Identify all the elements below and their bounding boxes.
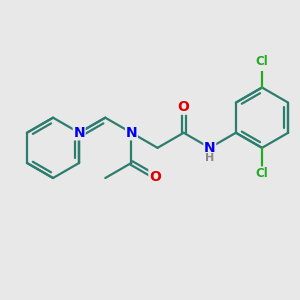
Text: N: N xyxy=(74,126,85,140)
Text: N: N xyxy=(204,141,216,155)
Text: O: O xyxy=(178,100,190,114)
Text: Cl: Cl xyxy=(256,167,268,180)
Text: N: N xyxy=(126,126,137,140)
Text: O: O xyxy=(149,169,161,184)
Text: Cl: Cl xyxy=(256,56,268,68)
Text: H: H xyxy=(205,153,214,163)
